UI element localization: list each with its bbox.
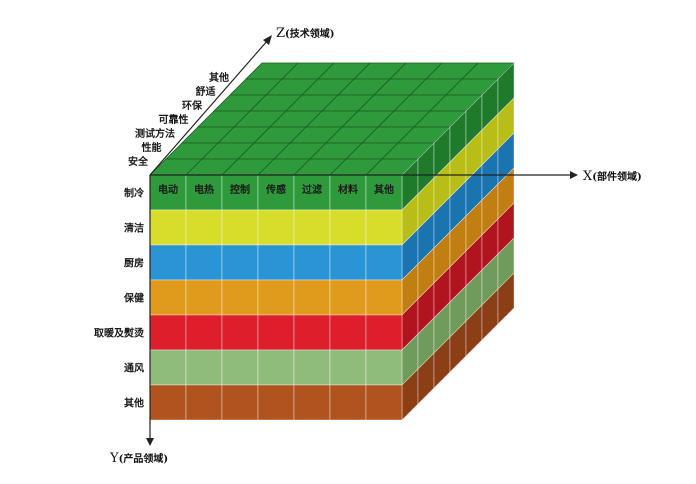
y-axis-title: Y(产品领域) [109, 451, 168, 466]
cube-axes [146, 35, 578, 446]
front-cell [185, 314, 223, 351]
x-axis-label: 传感 [265, 183, 286, 196]
front-cell [149, 279, 187, 316]
front-cell [257, 209, 295, 246]
front-cell [329, 314, 367, 351]
front-cell [293, 349, 331, 386]
front-cell [257, 279, 295, 316]
front-cell [293, 279, 331, 316]
front-cell [257, 174, 295, 211]
front-cell [221, 349, 259, 386]
front-cell [365, 314, 403, 351]
front-cell [257, 384, 295, 421]
front-cell [149, 384, 187, 421]
side-cell [497, 272, 515, 325]
front-cell [221, 384, 259, 421]
front-cell [365, 349, 403, 386]
x-axis-label: 电动 [158, 183, 178, 196]
front-cell [221, 244, 259, 281]
front-cell [149, 244, 187, 281]
front-cell [257, 314, 295, 351]
x-axis-label: 过滤 [302, 183, 322, 196]
front-cell [221, 314, 259, 351]
x-axis-label: 控制 [230, 183, 250, 196]
front-cell [365, 384, 403, 421]
front-cell [329, 349, 367, 386]
z-axis-label: 安全 [128, 155, 149, 168]
x-axis-title: X(部件领域) [583, 169, 642, 184]
y-axis-label: 清洁 [124, 222, 144, 235]
front-cell [329, 174, 367, 211]
front-cell [293, 209, 331, 246]
y-axis-label: 制冷 [124, 187, 144, 200]
x-axis-label: 其他 [374, 183, 394, 196]
x-axis-label: 材料 [338, 183, 358, 196]
front-cell [185, 349, 223, 386]
front-cell [329, 384, 367, 421]
z-axis-label: 环保 [182, 99, 203, 112]
cube-labels: 电动 电热 控制 传感 过滤 材料 其他制冷清洁厨房保健取暖及熨烫通风其他安全性能测试方法可… [94, 71, 394, 410]
z-axis-label: 性能 [141, 141, 162, 154]
front-cell [365, 174, 403, 211]
y-axis-label: 通风 [124, 363, 144, 375]
front-cell [185, 209, 223, 246]
x-axis-arrow [570, 171, 578, 179]
z-axis-arrow [263, 35, 272, 45]
front-cell [185, 384, 223, 421]
front-cell [293, 384, 331, 421]
y-axis-label: 取暖及熨烫 [94, 327, 145, 340]
z-axis-line [149, 39, 269, 176]
y-axis-arrow [146, 438, 154, 446]
cube-faces [149, 62, 515, 421]
y-axis-label: 厨房 [124, 257, 144, 270]
front-cell [257, 244, 295, 281]
z-axis-label: 其他 [209, 71, 229, 84]
front-cell [185, 244, 223, 281]
front-cell [257, 349, 295, 386]
front-cell [293, 314, 331, 351]
front-cell [329, 244, 367, 281]
x-axis-label: 电热 [194, 183, 214, 196]
front-cell [149, 314, 187, 351]
front-cell [329, 279, 367, 316]
front-cell [329, 209, 367, 246]
front-cell [221, 209, 259, 246]
z-axis-title: Z(技术领域) [276, 26, 335, 41]
z-axis-label: 舒适 [196, 85, 216, 98]
front-cell [365, 244, 403, 281]
front-cell [149, 209, 187, 246]
front-cell [149, 349, 187, 386]
y-axis-label: 其他 [124, 397, 144, 410]
front-cell [365, 279, 403, 316]
front-cell [293, 244, 331, 281]
z-axis-label: 可靠性 [159, 113, 189, 126]
front-cell [365, 209, 403, 246]
front-cell [221, 279, 259, 316]
y-axis-label: 保健 [123, 292, 144, 305]
front-cell [185, 279, 223, 316]
z-axis-label: 测试方法 [135, 127, 175, 140]
